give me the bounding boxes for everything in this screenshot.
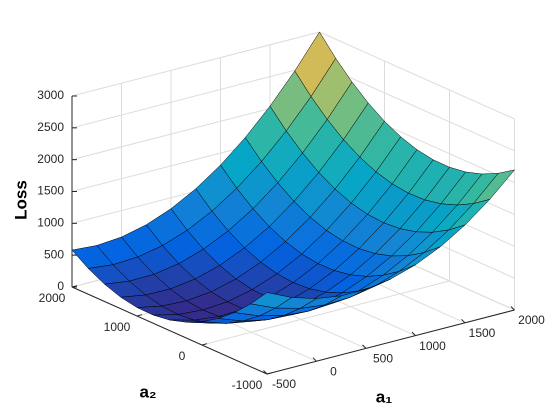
x-tick-label: 0 [330,364,337,378]
x-tick [510,306,515,311]
x-tick [411,331,416,336]
z-tick-label: 3000 [37,88,64,102]
axis-line [71,286,268,375]
y-tick-label: 2000 [39,291,66,305]
y-grid-line [201,280,450,346]
surface [71,31,515,324]
ticks: 0 500 1000 1500 2000 2500 3000 -1000 0 1000 2000 -5… [37,88,545,392]
y-tick-label: 1000 [104,320,131,334]
surface-patch [250,292,292,309]
y-tick-label: 0 [179,349,186,363]
x-tick-label: 1000 [419,339,446,353]
z-tick-label: 500 [44,247,64,261]
z-tick-label: 0 [57,279,64,293]
y-tick [71,285,78,288]
z-tick-label: 2500 [37,120,64,134]
axis-line [266,309,515,375]
z-tick-label: 1000 [37,216,64,230]
z-grid-line [319,31,515,120]
z-grid-line [71,31,320,97]
x-tick [362,344,367,349]
x-tick [263,370,268,375]
x-tick [461,318,466,324]
x-tick-label: 500 [373,352,393,366]
y-tick-label: -1000 [232,378,263,392]
z-grid-line [319,63,515,152]
y-tick [201,343,208,346]
y-axis-label: a₂ [139,382,156,401]
z-axis-label: Loss [11,180,30,220]
x-tick-label: 2000 [518,313,545,327]
x-axis-label: a₁ [376,387,393,406]
x-tick [312,357,317,362]
y-tick [266,372,273,375]
x-tick-label: 1500 [469,326,496,340]
y-tick [136,314,143,317]
z-tick-label: 1500 [37,184,64,198]
z-tick-label: 2000 [37,152,64,166]
z-grid-line [71,63,320,129]
x-tick-label: -500 [272,377,296,391]
